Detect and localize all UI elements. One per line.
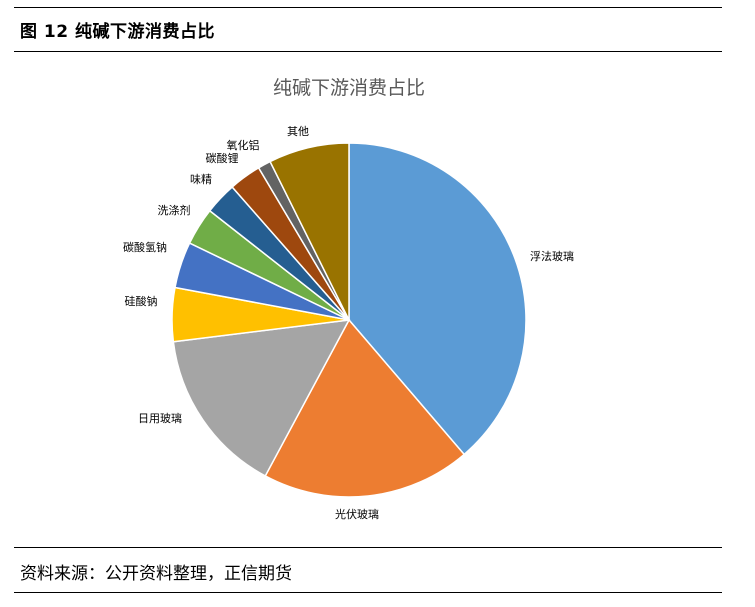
pie-label-2: 光伏玻璃 xyxy=(335,507,379,521)
bottom-rule xyxy=(14,592,722,593)
source-rule xyxy=(14,547,722,548)
pie-slice-10 xyxy=(269,142,350,321)
pie-label-10: 其他 xyxy=(287,125,309,138)
title-rule xyxy=(14,51,722,52)
source-note: 资料来源：公开资料整理，正信期货 xyxy=(20,564,292,584)
pie-label-5: 碳酸氢钠 xyxy=(123,240,167,254)
pie-label-7: 味精 xyxy=(190,173,212,186)
pie-label-3: 日用玻璃 xyxy=(138,411,182,425)
pie-slice-1 xyxy=(348,142,527,456)
top-rule xyxy=(14,7,722,8)
figure-title: 图 12 纯碱下游消费占比 xyxy=(20,22,215,42)
pie-label-1: 浮法玻璃 xyxy=(530,249,574,263)
chart-title: 纯碱下游消费占比 xyxy=(273,77,425,99)
pie-label-4: 硅酸钠 xyxy=(125,294,158,308)
pie-label-6: 洗涤剂 xyxy=(158,203,191,217)
pie-label-9: 氧化铝 xyxy=(227,138,260,152)
pie-slice-3 xyxy=(172,319,351,477)
pie-slice-2 xyxy=(264,318,466,498)
pie-label-8: 碳酸锂 xyxy=(206,151,239,165)
pie-slices xyxy=(171,142,527,498)
